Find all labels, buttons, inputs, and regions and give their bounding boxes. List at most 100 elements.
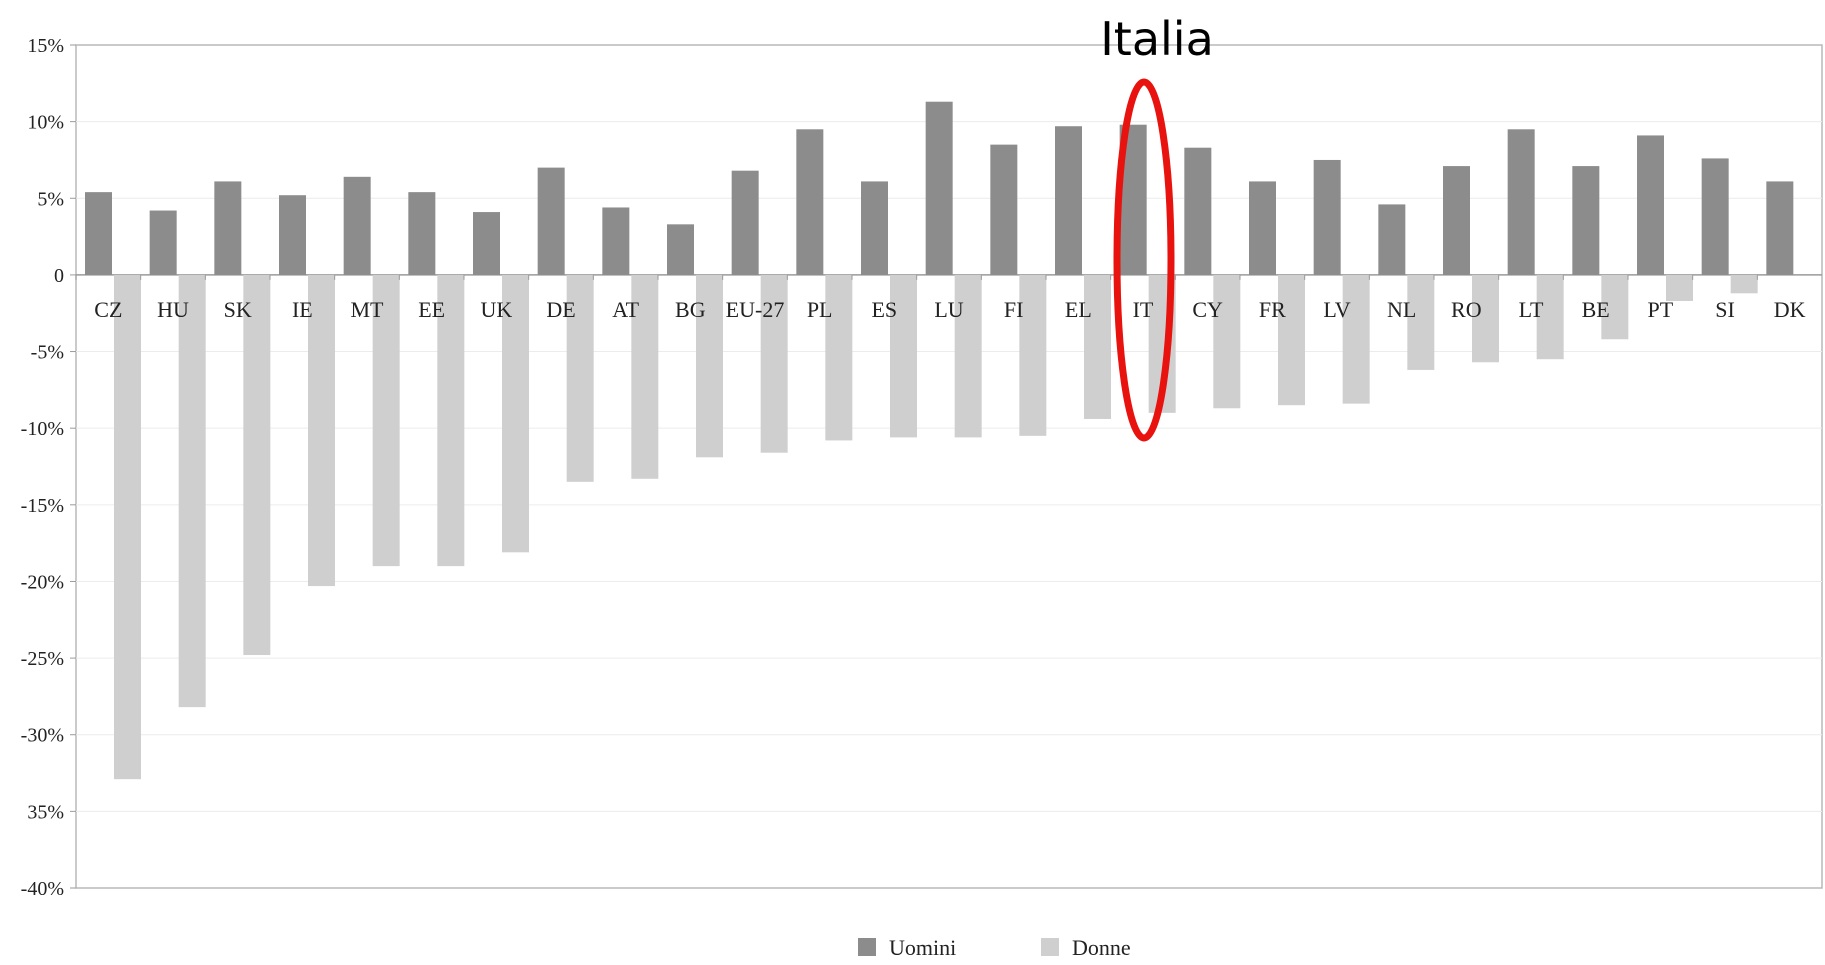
legend-swatch-uomini bbox=[858, 938, 876, 956]
x-category-label: LU bbox=[934, 297, 963, 322]
legend: Uomini Donne bbox=[858, 935, 1131, 960]
bar-uomini-si bbox=[1701, 158, 1729, 275]
x-category-label: DK bbox=[1774, 297, 1806, 322]
bar-uomini-es bbox=[861, 181, 888, 275]
x-category-label: ES bbox=[871, 297, 897, 322]
bar-donne-fi bbox=[1019, 274, 1047, 436]
bar-uomini-sk bbox=[214, 181, 242, 275]
bar-uomini-be bbox=[1572, 166, 1600, 275]
bars bbox=[85, 101, 1794, 780]
bar-donne-sk bbox=[243, 274, 271, 656]
bar-donne-be bbox=[1601, 274, 1629, 340]
bar-donne-lu bbox=[954, 274, 982, 438]
bar-donne-bg bbox=[696, 274, 723, 458]
x-category-label: EE bbox=[418, 297, 445, 322]
annotation-label: Italia bbox=[1100, 12, 1214, 66]
legend-label-donne: Donne bbox=[1072, 935, 1131, 960]
bar-donne-ee bbox=[437, 274, 465, 567]
bar-uomini-fi bbox=[990, 144, 1018, 275]
y-tick-label: -25% bbox=[21, 648, 64, 670]
bar-donne-ie bbox=[308, 274, 335, 587]
x-category-label: DE bbox=[546, 297, 575, 322]
x-category-label: AT bbox=[612, 297, 639, 322]
x-category-label: CY bbox=[1192, 297, 1223, 322]
x-category-label: EL bbox=[1065, 297, 1092, 322]
bar-donne-si bbox=[1730, 274, 1758, 294]
y-tick-label: 15% bbox=[27, 35, 64, 57]
bar-donne-nl bbox=[1407, 274, 1435, 370]
bar-uomini-nl bbox=[1378, 204, 1406, 275]
bar-donne-de bbox=[566, 274, 594, 482]
bar-uomini-ie bbox=[279, 195, 306, 275]
x-category-label: IE bbox=[292, 297, 313, 322]
bar-uomini-pt bbox=[1637, 135, 1664, 275]
x-category-label: LT bbox=[1519, 297, 1544, 322]
x-category-label: BE bbox=[1582, 297, 1610, 322]
bar-donne-pl bbox=[825, 274, 853, 441]
x-category-label: PT bbox=[1647, 297, 1673, 322]
x-category-label: NL bbox=[1387, 297, 1416, 322]
x-category-label: CZ bbox=[94, 297, 122, 322]
bar-uomini-hu bbox=[149, 210, 177, 275]
bar-donne-uk bbox=[502, 274, 529, 553]
y-axis: 15% 10% 5% 0 -5% -10% -15% -20% -25% -30% 35% -40% bbox=[21, 35, 76, 900]
y-tick-label: 5% bbox=[37, 188, 64, 210]
x-category-label: SK bbox=[224, 297, 252, 322]
x-category-label: FI bbox=[1004, 297, 1024, 322]
x-category-label: FR bbox=[1259, 297, 1286, 322]
highlight-ellipse bbox=[1113, 78, 1175, 442]
legend-label-uomini: Uomini bbox=[889, 935, 956, 960]
bar-uomini-bg bbox=[667, 224, 694, 275]
bar-uomini-el bbox=[1055, 126, 1082, 275]
x-category-label: SI bbox=[1715, 297, 1735, 322]
bar-uomini-eu-27 bbox=[731, 170, 759, 275]
bar-donne-el bbox=[1084, 274, 1111, 419]
bar-uomini-fr bbox=[1249, 181, 1276, 275]
bar-uomini-uk bbox=[473, 212, 500, 275]
bar-uomini-pl bbox=[796, 129, 824, 275]
bar-uomini-lu bbox=[925, 101, 953, 275]
bar-donne-lv bbox=[1342, 274, 1370, 404]
bar-donne-eu-27 bbox=[760, 274, 788, 453]
bar-donne-mt bbox=[372, 274, 400, 567]
bar-uomini-mt bbox=[343, 176, 371, 275]
bar-uomini-cy bbox=[1184, 147, 1212, 275]
bar-donne-es bbox=[890, 274, 917, 438]
bar-uomini-ro bbox=[1443, 166, 1470, 275]
bar-uomini-lt bbox=[1507, 129, 1535, 275]
y-tick-label: 35% bbox=[27, 801, 64, 823]
y-tick-label: -5% bbox=[31, 342, 64, 364]
annotations: Italia bbox=[1100, 12, 1214, 442]
x-category-label: EU-27 bbox=[726, 297, 785, 322]
bar-donne-pt bbox=[1666, 274, 1693, 301]
x-category-label: RO bbox=[1451, 297, 1482, 322]
x-category-label: UK bbox=[480, 297, 512, 322]
bar-uomini-lv bbox=[1313, 159, 1341, 275]
x-category-label: MT bbox=[351, 297, 385, 322]
bar-uomini-ee bbox=[408, 192, 436, 275]
bar-uomini-at bbox=[602, 207, 630, 275]
bar-uomini-cz bbox=[85, 192, 112, 275]
bar-uomini-de bbox=[537, 167, 565, 275]
bar-donne-lt bbox=[1536, 274, 1564, 360]
x-category-label: IT bbox=[1133, 297, 1154, 322]
y-tick-label: 10% bbox=[27, 112, 64, 134]
y-tick-label: -10% bbox=[21, 418, 64, 440]
bar-donne-fr bbox=[1278, 274, 1305, 406]
bar-donne-cy bbox=[1213, 274, 1241, 409]
bar-donne-ro bbox=[1472, 274, 1499, 363]
legend-swatch-donne bbox=[1041, 938, 1059, 956]
bar-donne-cz bbox=[114, 274, 141, 780]
y-tick-label: -30% bbox=[21, 725, 64, 747]
x-category-label: HU bbox=[157, 297, 189, 322]
y-tick-label: -40% bbox=[21, 878, 64, 900]
x-category-label: LV bbox=[1323, 297, 1350, 322]
y-tick-label: 0 bbox=[54, 265, 64, 287]
y-tick-label: -15% bbox=[21, 495, 64, 517]
bar-donne-at bbox=[631, 274, 659, 479]
category-labels: CZ HU SK IE MT EE UK DE AT BG EU-27 PL ES LU FI EL IT CY F… bbox=[75, 274, 1806, 322]
bar-donne-hu bbox=[178, 274, 206, 708]
bar-uomini-dk bbox=[1766, 181, 1794, 275]
y-tick-label: -20% bbox=[21, 571, 64, 593]
